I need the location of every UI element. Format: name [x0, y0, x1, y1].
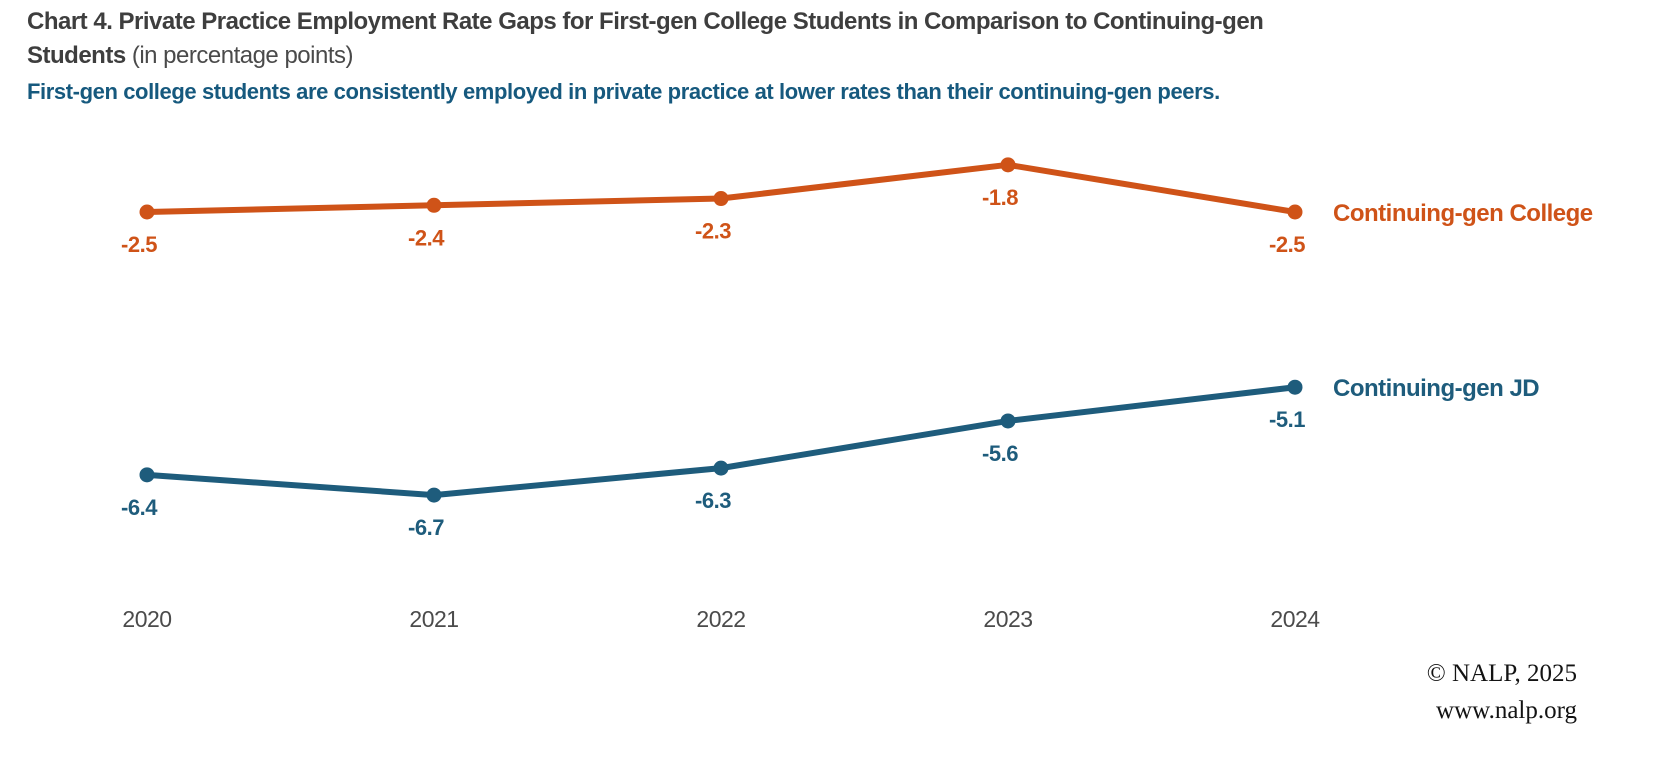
series-label: Continuing-gen JD — [1333, 375, 1539, 402]
data-point — [139, 204, 155, 220]
x-axis-label: 2022 — [696, 606, 745, 632]
x-axis-label: 2024 — [1270, 606, 1320, 632]
data-label: -2.3 — [695, 219, 731, 244]
data-label: -2.4 — [408, 225, 445, 250]
data-point — [139, 467, 155, 483]
website-text: www.nalp.org — [1436, 697, 1577, 724]
data-point — [426, 487, 442, 503]
copyright-text: © NALP, 2025 — [1426, 660, 1577, 687]
data-label: -2.5 — [1269, 232, 1305, 257]
data-point — [1287, 204, 1303, 220]
data-label: -6.3 — [695, 488, 731, 513]
data-label: -2.5 — [121, 232, 157, 257]
x-axis-label: 2020 — [122, 606, 171, 632]
data-point — [1287, 379, 1303, 395]
series-line-jd — [144, 384, 1298, 499]
footer-attribution: © NALP, 2025 www.nalp.org — [1427, 655, 1577, 729]
data-label: -5.1 — [1269, 407, 1305, 432]
data-point — [1000, 413, 1016, 429]
chart-title: Chart 4. Private Practice Employment Rat… — [27, 5, 1277, 73]
chart-title-main: Chart 4. Private Practice Employment Rat… — [27, 8, 1264, 69]
chart-subtitle: First-gen college students are consisten… — [27, 79, 1220, 104]
data-label: -6.4 — [121, 495, 158, 520]
data-point — [426, 197, 442, 213]
x-axis-label: 2021 — [409, 606, 458, 632]
data-point — [713, 460, 729, 476]
data-point — [713, 191, 729, 207]
data-label: -1.8 — [982, 185, 1018, 210]
data-point — [1000, 157, 1016, 173]
series-label: Continuing-gen College — [1333, 200, 1593, 227]
data-label: -5.6 — [982, 441, 1018, 466]
chart-title-units: (in percentage points) — [125, 42, 354, 69]
data-label: -6.7 — [408, 515, 444, 540]
x-axis-label: 2023 — [983, 606, 1032, 632]
